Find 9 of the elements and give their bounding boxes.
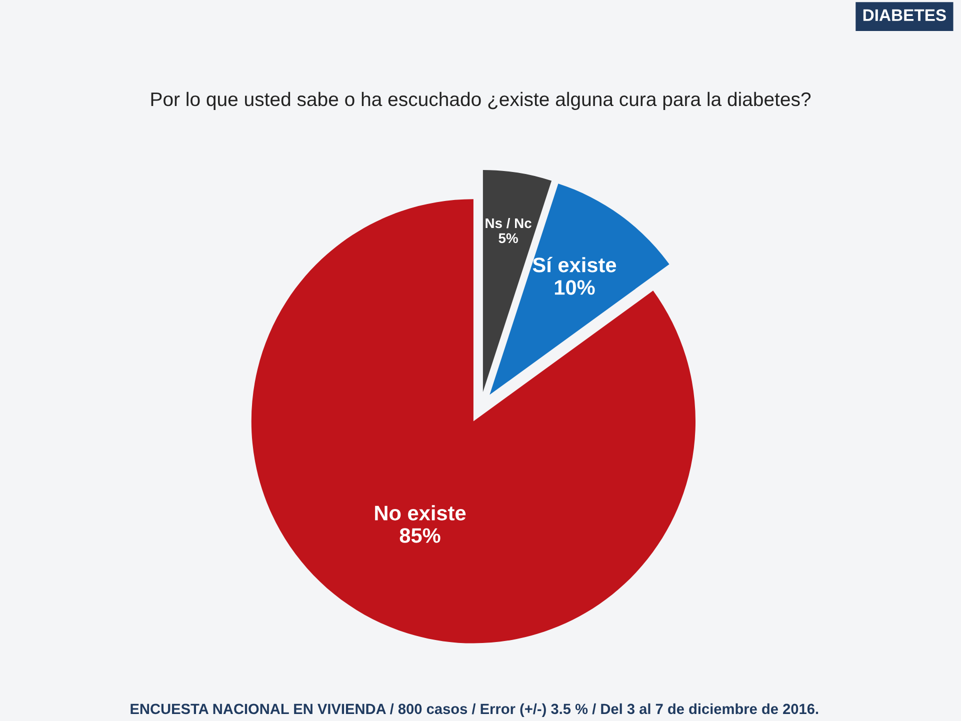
text: ENCUESTA NACIONAL EN VIVIENDA / 800 casos / Error (+/-) 3.5 % / Del 3 al 7 de diciembre de 2016.	[130, 703, 818, 717]
data-label: 85%	[400, 528, 440, 543]
slice-label: Ns / Nc	[486, 218, 532, 228]
text: DIABETES	[863, 9, 946, 22]
data-label: 5%	[498, 233, 518, 244]
slice-label: No existe	[375, 505, 466, 520]
data-label: 10%	[554, 280, 595, 295]
chart-title: Por lo que usted sabe o ha escuchado ¿existe alguna cura para la diabetes?	[151, 92, 811, 110]
slice-label: Sí existe	[532, 256, 616, 272]
